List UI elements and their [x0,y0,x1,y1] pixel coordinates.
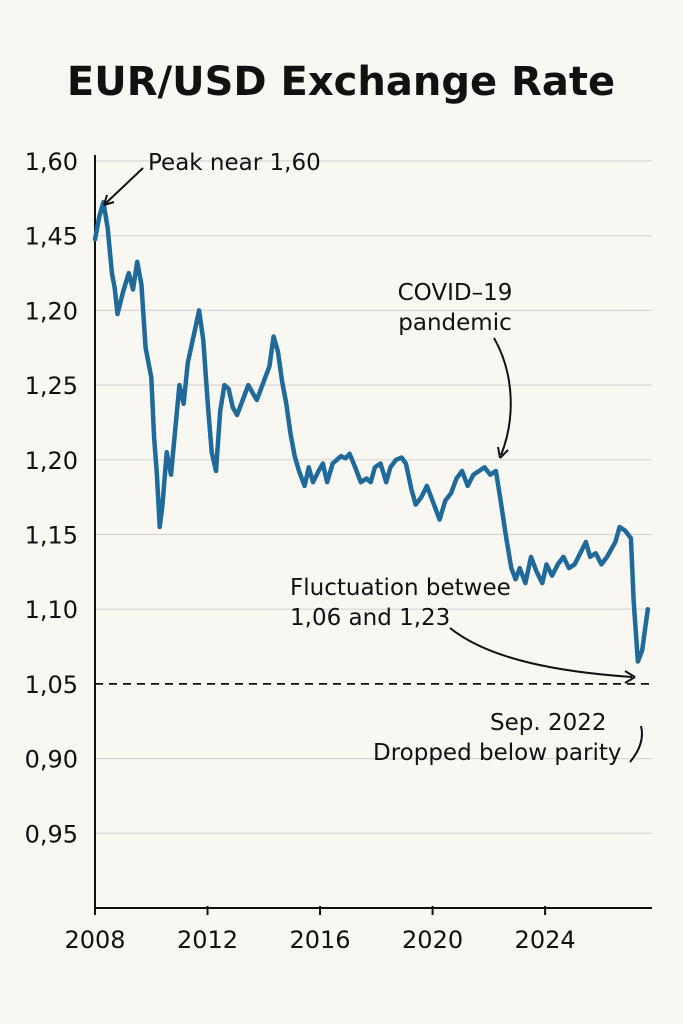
y-tick-label: 1,25 [25,372,78,400]
annotation-peak: Peak near 1,60 [148,150,321,176]
x-tick-label: 2024 [515,926,576,954]
annotations: Peak near 1,60 COVID–19 pandemic Fluctua… [103,150,643,766]
annotation-fluctuation-arrowhead [624,670,636,684]
y-tick-label: 1,10 [25,596,78,624]
annotation-covid-arrowhead [497,446,509,459]
gridlines [95,160,652,834]
annotation-fluctuation-line1: Fluctuation betwee [290,575,511,601]
series-line-eur-usd [92,199,651,664]
y-tick-label: 1,45 [25,223,78,251]
y-tick-label: 1,05 [25,671,78,699]
annotation-peak-arrowhead [103,194,115,206]
y-tick-label: 1,15 [25,522,78,550]
chart-title: EUR/USD Exchange Rate [67,59,615,105]
y-tick-label: 1,20 [25,297,78,325]
annotation-covid-line1: COVID–19 [398,280,513,306]
x-tick-label: 2008 [64,926,125,954]
x-tick-label: 2012 [177,926,238,954]
y-tick-label: 0,90 [25,746,78,774]
y-tick-label: 1,20 [25,447,78,475]
annotation-covid-line2: pandemic [398,310,511,336]
x-tick-label: 2016 [290,926,351,954]
x-tick-label: 2020 [402,926,463,954]
annotation-parity-arrow [629,725,643,763]
annotation-parity-line2: Dropped below parity [373,740,622,766]
annotation-fluctuation-line2: 1,06 and 1,23 [290,605,450,631]
annotation-parity-line1: Sep. 2022 [490,710,607,736]
annotation-covid-arrow [493,337,512,456]
annotation-peak-arrow [105,167,144,204]
y-axis-tick-labels: 1,60 1,45 1,20 1,25 1,20 1,15 1,10 1,05 0,90 0,95 [25,148,78,848]
annotation-fluctuation-arrow [449,627,633,678]
y-tick-label: 1,60 [25,148,78,176]
x-axis-tick-labels: 2008 2012 2016 2020 2024 [64,906,576,954]
y-tick-label: 0,95 [25,820,78,848]
